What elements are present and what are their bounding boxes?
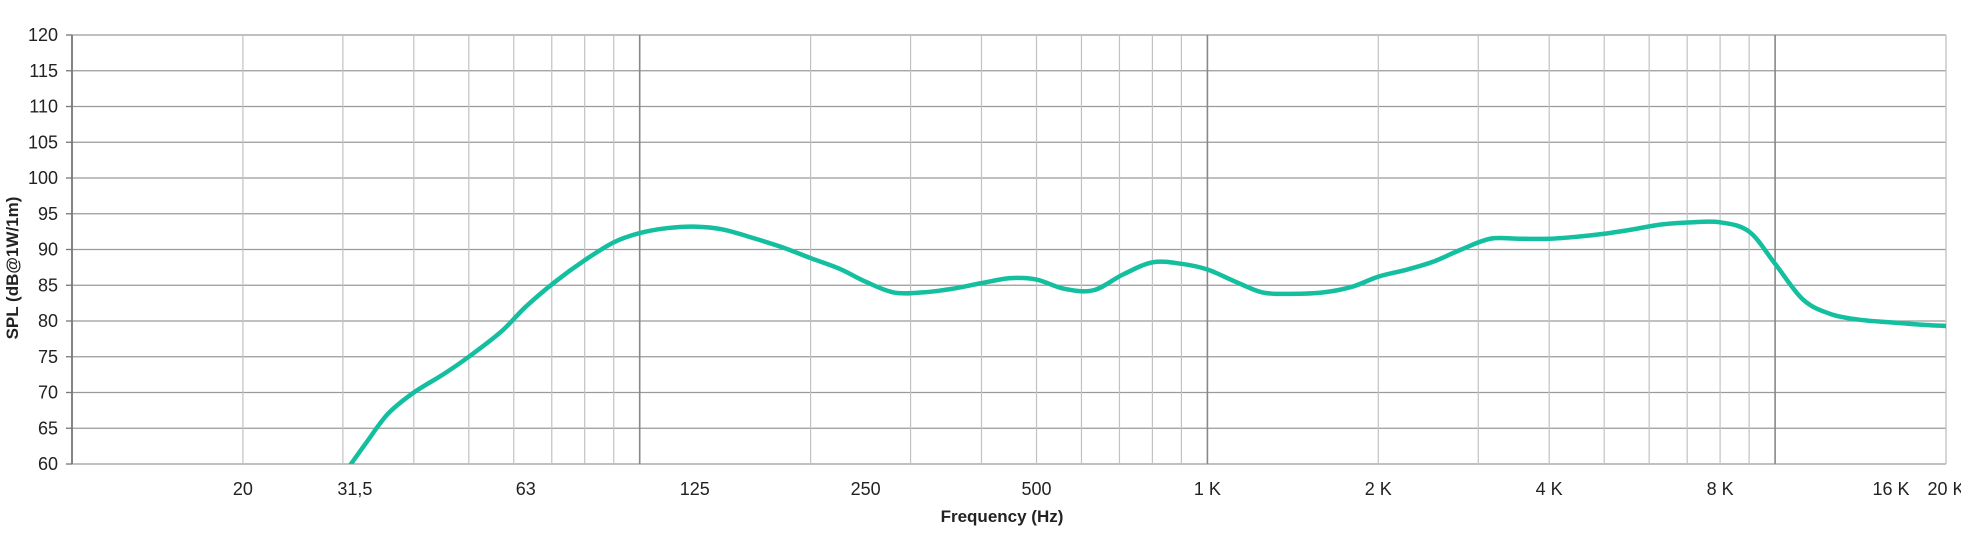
x-tick-label: 2 K bbox=[1365, 479, 1392, 499]
y-tick-label: 120 bbox=[28, 25, 58, 45]
x-tick-label: 16 K bbox=[1872, 479, 1909, 499]
y-tick-label: 100 bbox=[28, 168, 58, 188]
x-tick-label: 500 bbox=[1021, 479, 1051, 499]
y-axis-ticks: 120 115 110 105 100 95 90 85 80 75 70 65 60 bbox=[28, 25, 72, 474]
y-tick-label: 105 bbox=[28, 132, 58, 152]
y-tick-label: 70 bbox=[38, 383, 58, 403]
x-tick-label: 63 bbox=[516, 479, 536, 499]
x-tick-label: 4 K bbox=[1536, 479, 1563, 499]
y-tick-label: 75 bbox=[38, 347, 58, 367]
x-tick-label: 8 K bbox=[1707, 479, 1734, 499]
x-tick-label: 31,5 bbox=[337, 479, 372, 499]
x-tick-label: 1 K bbox=[1194, 479, 1221, 499]
spl-series-line bbox=[348, 219, 1946, 464]
x-tick-label: 20 K bbox=[1927, 479, 1961, 499]
series-layer bbox=[348, 219, 1946, 464]
x-tick-label: 250 bbox=[851, 479, 881, 499]
y-tick-label: 95 bbox=[38, 204, 58, 224]
x-axis-ticks: 20 31,5 63 125 250 500 1 K 2 K 4 K 8 K 16 K 20 K bbox=[233, 479, 1961, 499]
y-tick-label: 65 bbox=[38, 418, 58, 438]
y-tick-label: 60 bbox=[38, 454, 58, 474]
x-axis-label: Frequency (Hz) bbox=[941, 507, 1064, 526]
y-tick-label: 85 bbox=[38, 275, 58, 295]
y-tick-label: 90 bbox=[38, 240, 58, 260]
y-tick-label: 115 bbox=[29, 61, 58, 81]
x-tick-label: 20 bbox=[233, 479, 253, 499]
y-tick-label: 80 bbox=[38, 311, 58, 331]
y-axis-label: SPL (dB@1W/1m) bbox=[3, 197, 22, 340]
y-tick-label: 110 bbox=[29, 97, 58, 117]
x-tick-label: 125 bbox=[680, 479, 710, 499]
